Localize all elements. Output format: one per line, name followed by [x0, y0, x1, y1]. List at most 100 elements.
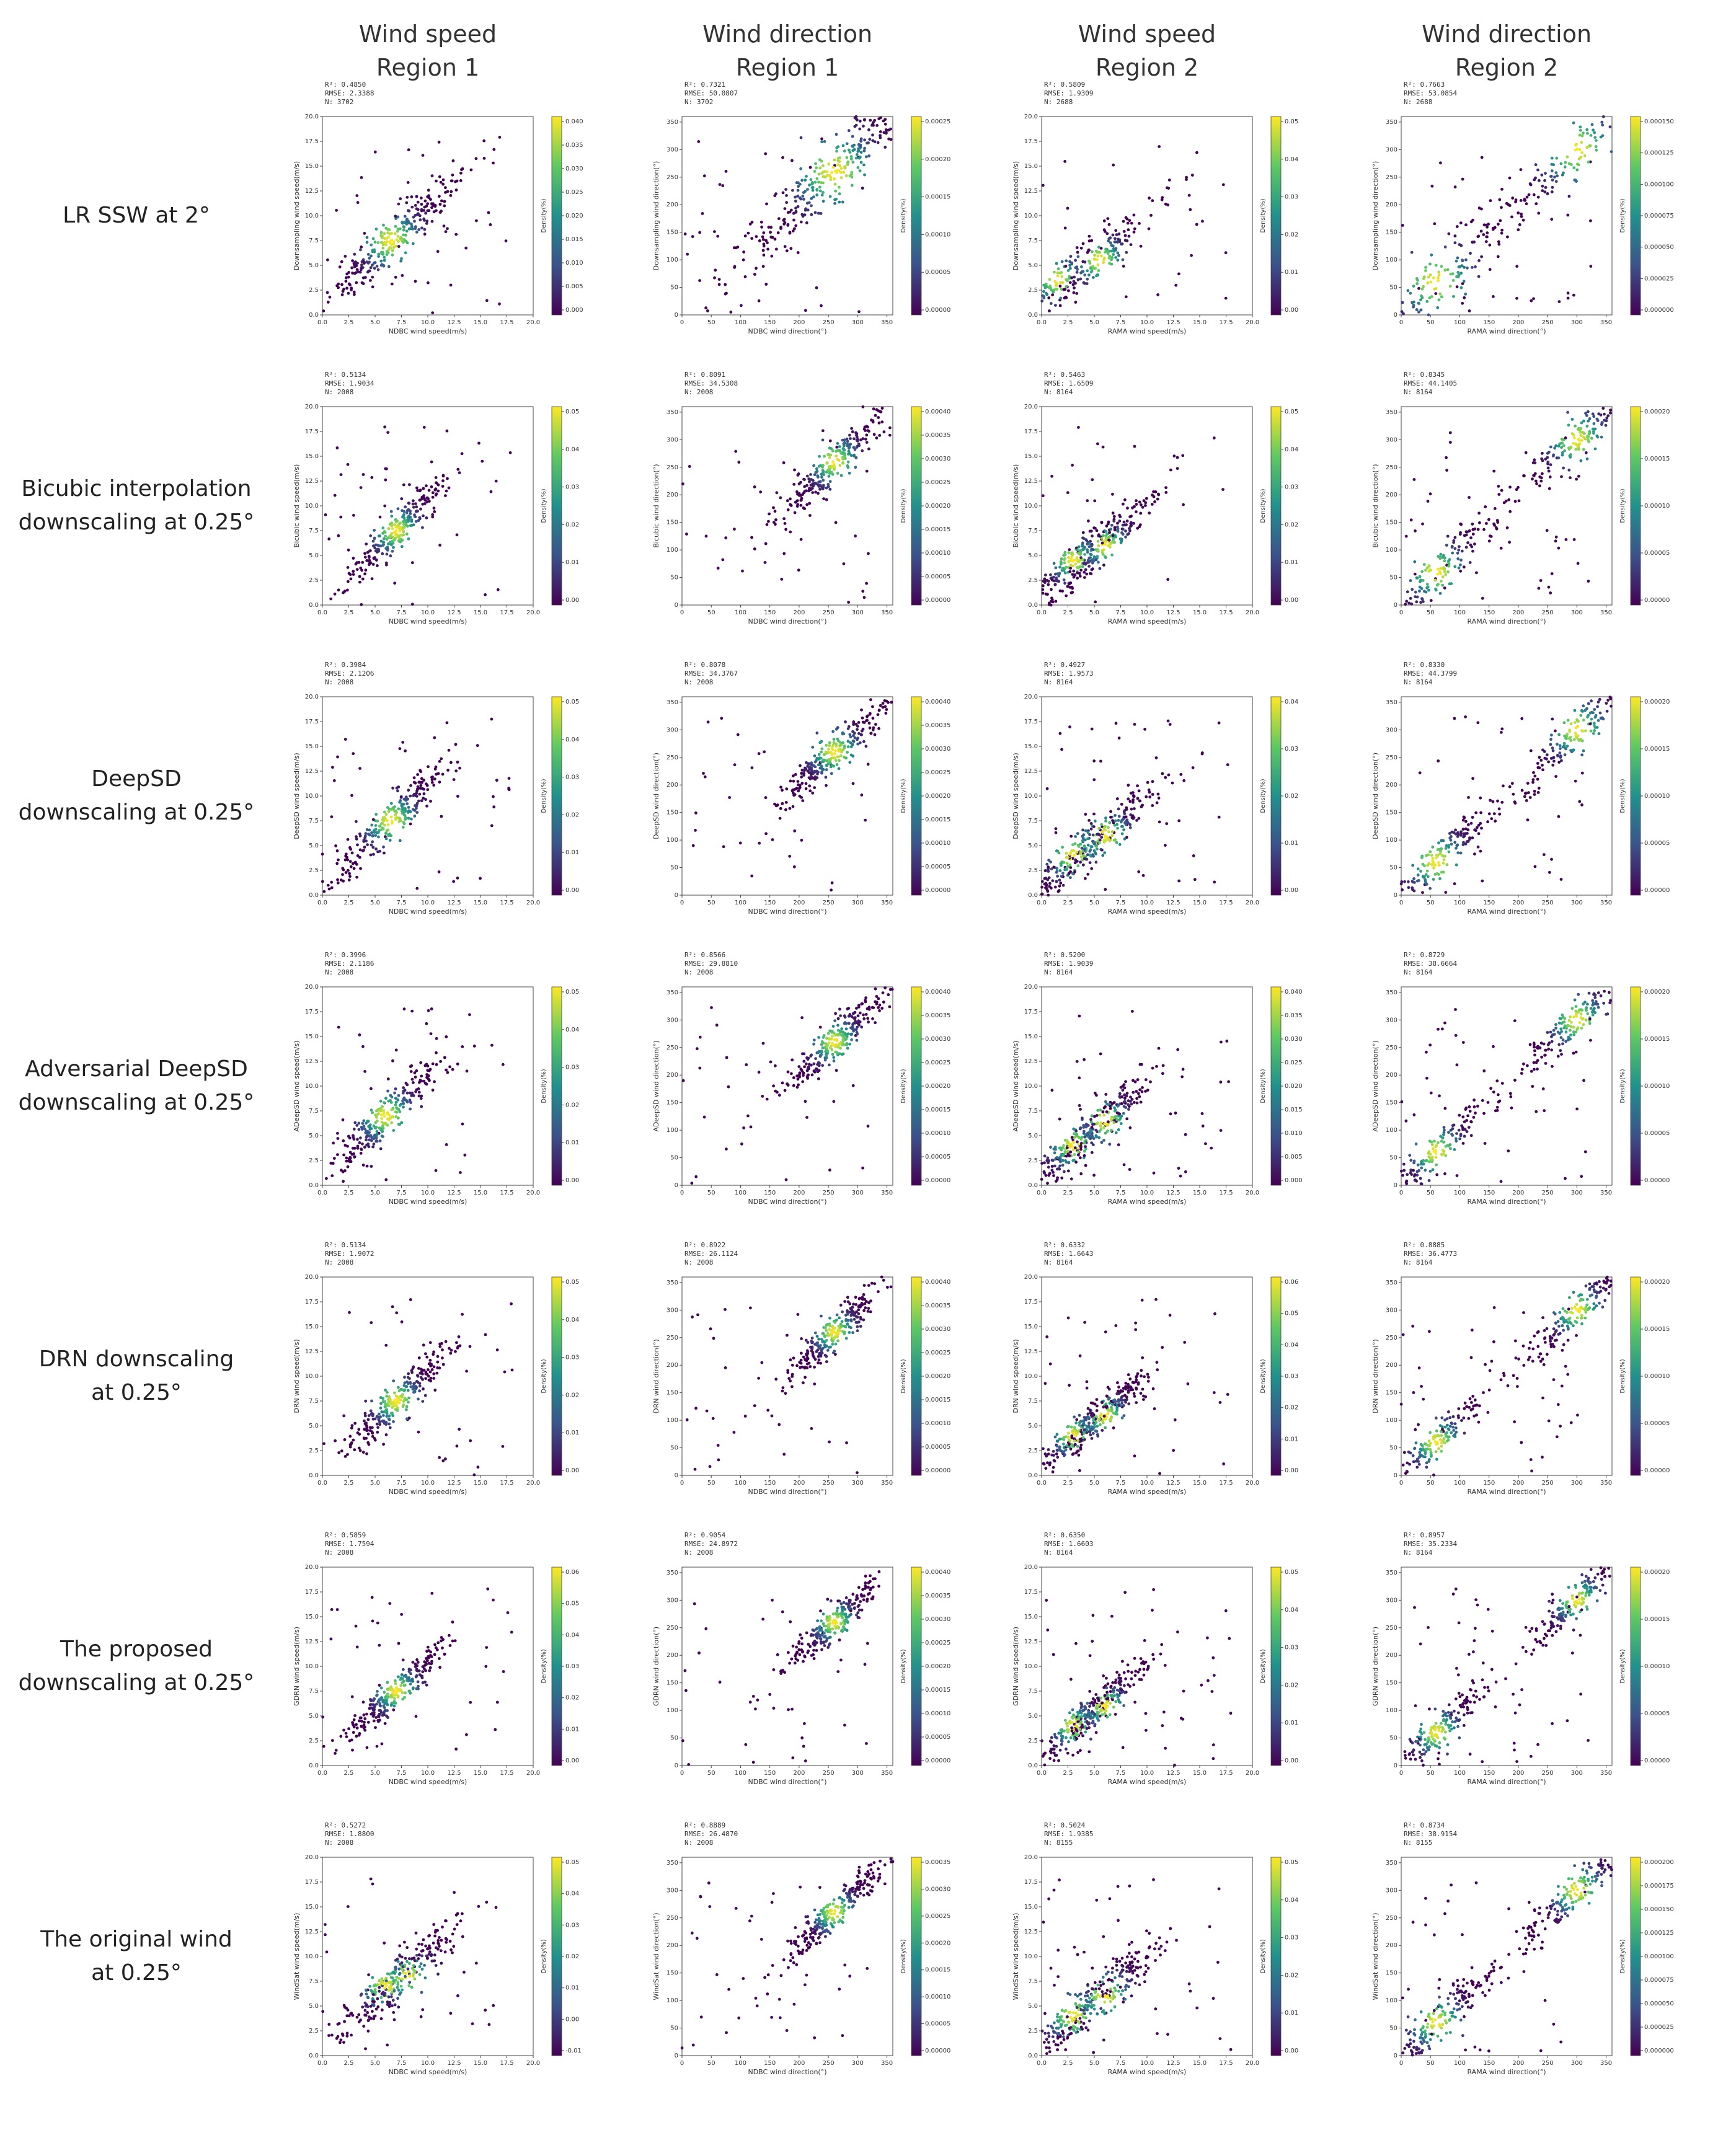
data-point: [1057, 851, 1061, 855]
data-point: [343, 858, 347, 862]
data-point: [1099, 848, 1103, 851]
data-point: [1074, 835, 1077, 838]
x-tick-label: 0: [1399, 609, 1403, 616]
data-point: [1105, 532, 1109, 536]
colorbar-label: Density(%): [541, 198, 547, 232]
data-point: [1081, 828, 1084, 832]
data-point: [1046, 890, 1050, 893]
data-point: [1464, 827, 1468, 831]
data-point: [355, 194, 359, 197]
data-point: [1069, 267, 1072, 270]
data-point: [1094, 600, 1097, 604]
y-tick-label: 20.0: [1024, 694, 1038, 700]
data-point: [1098, 567, 1102, 570]
data-point: [382, 1122, 385, 1125]
data-point: [371, 846, 375, 849]
data-point: [441, 178, 445, 182]
data-point: [792, 865, 796, 868]
data-point: [812, 479, 815, 482]
data-point: [847, 1007, 851, 1010]
data-point: [396, 234, 400, 238]
data-point: [768, 512, 771, 516]
data-point: [1573, 721, 1577, 724]
data-point: [362, 1125, 366, 1128]
data-point: [1110, 262, 1114, 266]
data-point: [444, 186, 447, 190]
data-point: [1557, 733, 1561, 736]
y-tick-label: 0.0: [1028, 312, 1038, 319]
data-point: [805, 221, 808, 224]
data-point: [1067, 872, 1071, 875]
data-point: [1124, 295, 1128, 299]
data-point: [1524, 451, 1528, 454]
data-point: [1063, 571, 1067, 575]
data-point: [416, 488, 419, 492]
data-point: [1158, 820, 1161, 824]
data-point: [1085, 857, 1089, 861]
data-point: [360, 245, 363, 249]
data-point: [1468, 496, 1471, 499]
data-point: [1049, 573, 1052, 577]
data-point: [1407, 601, 1411, 605]
data-point: [416, 200, 420, 204]
data-point: [377, 549, 381, 553]
stat-line: R²: 0.4927: [1044, 661, 1085, 669]
data-point: [490, 1043, 494, 1047]
data-point: [1600, 435, 1603, 439]
data-point: [1079, 271, 1083, 275]
data-point: [1418, 771, 1422, 775]
data-point: [1476, 845, 1480, 849]
data-point: [431, 495, 435, 499]
data-point: [1077, 426, 1080, 429]
data-point: [402, 523, 405, 526]
data-point: [1097, 533, 1100, 537]
data-point: [1453, 565, 1457, 568]
data-point: [1574, 726, 1578, 730]
data-point: [863, 173, 866, 177]
data-point: [852, 740, 856, 743]
data-point: [412, 523, 415, 526]
data-point: [1123, 498, 1127, 502]
data-point: [1063, 160, 1067, 163]
data-point: [1560, 759, 1563, 762]
data-point: [1453, 547, 1457, 550]
x-tick-label: 300: [852, 899, 864, 906]
data-point: [382, 537, 386, 541]
data-point: [832, 738, 836, 741]
data-point: [1548, 475, 1552, 479]
data-point: [1425, 583, 1429, 586]
data-point: [353, 1121, 357, 1125]
colorbar-tick-label: 0.015: [565, 236, 583, 243]
data-point: [1125, 818, 1129, 822]
data-point: [379, 1113, 383, 1116]
data-point: [1224, 251, 1228, 255]
data-point: [327, 887, 331, 891]
x-tick-label: 10.0: [421, 319, 435, 326]
data-point: [1090, 727, 1094, 731]
data-point: [854, 534, 857, 538]
data-point: [1477, 823, 1481, 827]
data-point: [1079, 549, 1083, 552]
data-point: [396, 215, 400, 219]
data-point: [1452, 294, 1455, 298]
data-point: [1060, 288, 1063, 291]
data-point: [786, 499, 789, 503]
data-point: [1063, 296, 1066, 300]
stat-line: R²: 0.8330: [1404, 661, 1445, 669]
data-point: [1411, 880, 1415, 884]
data-point: [440, 199, 443, 203]
data-point: [761, 238, 765, 241]
y-tick-label: 5.0: [309, 842, 319, 849]
data-point: [361, 282, 365, 285]
data-point: [1580, 151, 1584, 154]
y-tick-label: 150: [1386, 229, 1397, 236]
data-point: [733, 763, 737, 767]
data-point: [1517, 211, 1520, 214]
data-point: [852, 1016, 856, 1020]
data-point: [1061, 846, 1064, 849]
data-point: [857, 310, 861, 314]
data-point: [1059, 281, 1062, 285]
y-tick-label: 17.5: [305, 138, 319, 145]
y-tick-label: 20.0: [1024, 113, 1038, 120]
data-point: [381, 1124, 384, 1128]
